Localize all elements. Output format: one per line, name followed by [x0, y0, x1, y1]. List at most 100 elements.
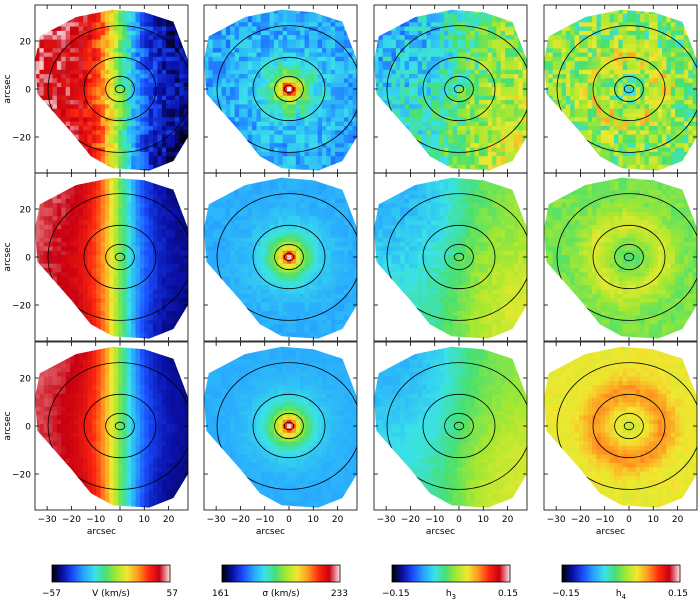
- map-cell: [171, 57, 176, 62]
- map-cell: [479, 117, 484, 122]
- map-cell: [340, 40, 345, 45]
- map-cell: [510, 18, 515, 23]
- map-cell: [136, 66, 141, 71]
- map-cell: [675, 96, 680, 101]
- map-cell: [566, 40, 571, 45]
- map-cell: [518, 91, 523, 96]
- map-cell: [649, 57, 654, 62]
- map-cell: [392, 143, 397, 148]
- map-cell: [122, 78, 127, 83]
- map-cell: [470, 44, 475, 49]
- map-cell: [400, 117, 405, 122]
- map-cell: [457, 135, 462, 140]
- map-cell: [601, 83, 606, 88]
- map-cell: [387, 57, 392, 62]
- map-cell: [623, 53, 628, 58]
- map-cell: [444, 126, 449, 131]
- map-cell: [208, 70, 213, 75]
- map-cell: [114, 143, 119, 148]
- map-cell: [70, 74, 75, 79]
- map-cell: [400, 91, 405, 96]
- map-cell: [675, 35, 680, 40]
- map-cell: [88, 78, 93, 83]
- map-cell: [166, 139, 171, 144]
- map-cell: [283, 122, 288, 127]
- map-cell: [344, 18, 349, 23]
- map-cell: [217, 57, 222, 62]
- map-cell: [396, 135, 401, 140]
- map-cell: [217, 130, 222, 135]
- map-cell: [505, 104, 510, 109]
- map-cell: [331, 18, 336, 23]
- map-cell: [313, 14, 318, 19]
- map-cell: [496, 156, 501, 161]
- map-cell: [592, 22, 597, 27]
- map-cell: [309, 40, 314, 45]
- map-cell: [291, 27, 296, 32]
- map-cell: [383, 117, 388, 122]
- map-cell: [157, 57, 162, 62]
- map-cell: [322, 117, 327, 122]
- map-cell: [326, 66, 331, 71]
- map-cell: [413, 57, 418, 62]
- map-cell: [479, 87, 484, 92]
- map-cell: [618, 27, 623, 32]
- map-cell: [261, 14, 266, 19]
- map-cell: [83, 40, 88, 45]
- map-cell: [344, 104, 349, 109]
- map-cell: [335, 9, 340, 14]
- map-cell: [453, 139, 458, 144]
- map-cell: [136, 126, 141, 131]
- map-cell: [153, 130, 158, 135]
- map-cell: [510, 135, 515, 140]
- map-cell: [383, 156, 388, 161]
- map-cell: [53, 139, 58, 144]
- map-cell: [579, 18, 584, 23]
- map-cell: [74, 130, 79, 135]
- map-cell: [66, 9, 71, 14]
- map-cell: [48, 61, 53, 66]
- map-cell: [309, 152, 314, 157]
- map-cell: [566, 74, 571, 79]
- map-cell: [88, 83, 93, 88]
- map-cell: [466, 27, 471, 32]
- map-cell: [101, 87, 106, 92]
- map-cell: [518, 27, 523, 32]
- map-cell: [122, 122, 127, 127]
- map-cell: [387, 165, 392, 170]
- map-cell: [378, 161, 383, 166]
- map-cell: [392, 18, 397, 23]
- map-cell: [171, 122, 176, 127]
- map-cell: [335, 100, 340, 105]
- map-cell: [235, 135, 240, 140]
- map-cell: [331, 109, 336, 114]
- map-cell: [570, 83, 575, 88]
- map-cell: [387, 109, 392, 114]
- map-cell: [453, 122, 458, 127]
- map-cell: [396, 35, 401, 40]
- map-cell: [217, 156, 222, 161]
- map-cell: [684, 66, 689, 71]
- map-cell: [153, 122, 158, 127]
- map-cell: [208, 44, 213, 49]
- map-cell: [208, 61, 213, 66]
- map-cell: [136, 104, 141, 109]
- map-cell: [48, 22, 53, 27]
- map-cell: [74, 31, 79, 36]
- map-cell: [88, 35, 93, 40]
- map-cell: [208, 113, 213, 118]
- map-cell: [575, 96, 580, 101]
- map-cell: [274, 9, 279, 14]
- map-cell: [418, 18, 423, 23]
- map-cell: [453, 135, 458, 140]
- map-cell: [278, 14, 283, 19]
- map-cell: [226, 135, 231, 140]
- map-cell: [383, 104, 388, 109]
- map-cell: [331, 165, 336, 170]
- map-cell: [92, 165, 97, 170]
- map-cell: [448, 143, 453, 148]
- map-cell: [614, 74, 619, 79]
- map-cell: [309, 87, 314, 92]
- map-cell: [179, 14, 184, 19]
- map-cell: [149, 14, 154, 19]
